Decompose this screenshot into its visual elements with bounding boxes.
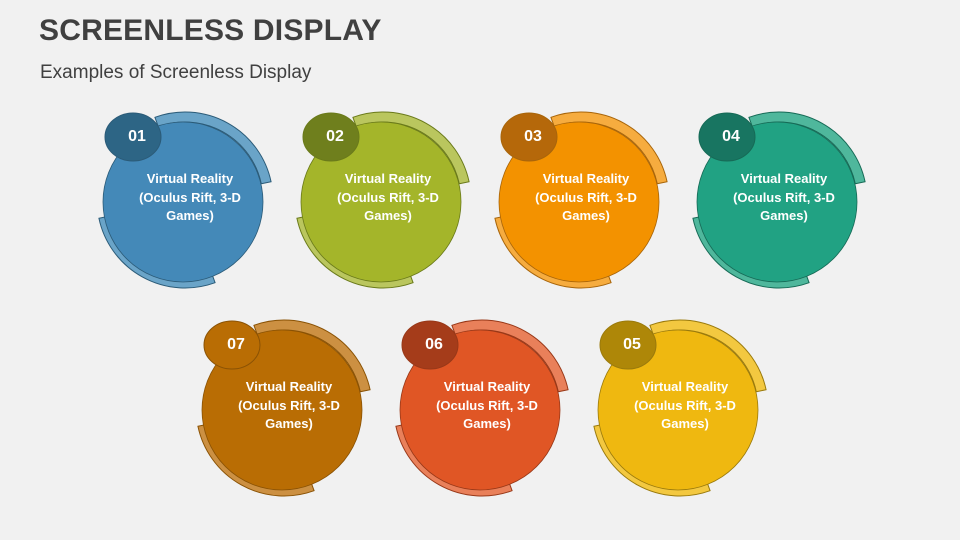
item-text-line1: Virtual Reality xyxy=(146,171,234,186)
item-text: Virtual Reality (Oculus Rift, 3-D Games) xyxy=(323,170,453,226)
item-text: Virtual Reality (Oculus Rift, 3-D Games) xyxy=(125,170,255,226)
item-number: 04 xyxy=(722,128,740,145)
item-text-line2: (Oculus Rift, 3-D xyxy=(535,189,637,205)
item-text: Virtual Reality (Oculus Rift, 3-D Games) xyxy=(521,170,651,226)
main-circle xyxy=(696,121,858,283)
circle-graphic xyxy=(593,319,767,497)
item-text-line3: Games) xyxy=(166,208,214,223)
main-circle xyxy=(399,329,561,491)
item-number: 01 xyxy=(128,128,146,145)
number-badge xyxy=(302,112,360,162)
page-subtitle: Examples of Screenless Display xyxy=(40,62,312,83)
circle-graphic xyxy=(494,111,668,289)
item-text: Virtual Reality (Oculus Rift, 3-D Games) xyxy=(224,378,354,434)
item-card-05: 05 Virtual Reality (Oculus Rift, 3-D Gam… xyxy=(590,316,780,506)
main-circle xyxy=(201,329,363,491)
item-number: 03 xyxy=(524,128,542,145)
main-circle xyxy=(102,121,264,283)
item-text: Virtual Reality (Oculus Rift, 3-D Games) xyxy=(719,170,849,226)
item-number: 02 xyxy=(326,128,344,145)
item-text-line2: (Oculus Rift, 3-D xyxy=(238,397,340,413)
number-badge xyxy=(401,320,459,370)
item-card-02: 02 Virtual Reality (Oculus Rift, 3-D Gam… xyxy=(293,108,483,298)
item-number: 06 xyxy=(425,336,443,353)
circle-graphic xyxy=(197,319,371,497)
number-badge xyxy=(698,112,756,162)
item-text-line3: Games) xyxy=(562,208,610,223)
main-circle xyxy=(498,121,660,283)
item-text-line2: (Oculus Rift, 3-D xyxy=(139,189,241,205)
number-badge xyxy=(203,320,261,370)
item-text-line2: (Oculus Rift, 3-D xyxy=(337,189,439,205)
circle-graphic xyxy=(296,111,470,289)
item-text-line1: Virtual Reality xyxy=(443,379,531,394)
circle-graphic xyxy=(98,111,272,289)
main-circle xyxy=(597,329,759,491)
item-text-line1: Virtual Reality xyxy=(740,171,828,186)
item-text-line3: Games) xyxy=(661,416,709,431)
item-text-line1: Virtual Reality xyxy=(245,379,333,394)
item-card-07: 07 Virtual Reality (Oculus Rift, 3-D Gam… xyxy=(194,316,384,506)
circle-graphic xyxy=(395,319,569,497)
item-card-01: 01 Virtual Reality (Oculus Rift, 3-D Gam… xyxy=(95,108,285,298)
item-text-line2: (Oculus Rift, 3-D xyxy=(733,189,835,205)
item-text: Virtual Reality (Oculus Rift, 3-D Games) xyxy=(620,378,750,434)
item-text-line1: Virtual Reality xyxy=(344,171,432,186)
number-badge xyxy=(104,112,162,162)
item-text-line2: (Oculus Rift, 3-D xyxy=(634,397,736,413)
number-badge xyxy=(500,112,558,162)
main-circle xyxy=(300,121,462,283)
item-text: Virtual Reality (Oculus Rift, 3-D Games) xyxy=(422,378,552,434)
item-card-06: 06 Virtual Reality (Oculus Rift, 3-D Gam… xyxy=(392,316,582,506)
item-number: 07 xyxy=(227,336,245,353)
item-text-line3: Games) xyxy=(463,416,511,431)
item-text-line1: Virtual Reality xyxy=(542,171,630,186)
item-card-04: 04 Virtual Reality (Oculus Rift, 3-D Gam… xyxy=(689,108,879,298)
page-title: SCREENLESS DISPLAY xyxy=(39,14,382,47)
item-text-line3: Games) xyxy=(760,208,808,223)
item-text-line3: Games) xyxy=(265,416,313,431)
item-card-03: 03 Virtual Reality (Oculus Rift, 3-D Gam… xyxy=(491,108,681,298)
item-text-line1: Virtual Reality xyxy=(641,379,729,394)
circle-graphic xyxy=(692,111,866,289)
item-number: 05 xyxy=(623,336,641,353)
number-badge xyxy=(599,320,657,370)
item-text-line2: (Oculus Rift, 3-D xyxy=(436,397,538,413)
item-text-line3: Games) xyxy=(364,208,412,223)
